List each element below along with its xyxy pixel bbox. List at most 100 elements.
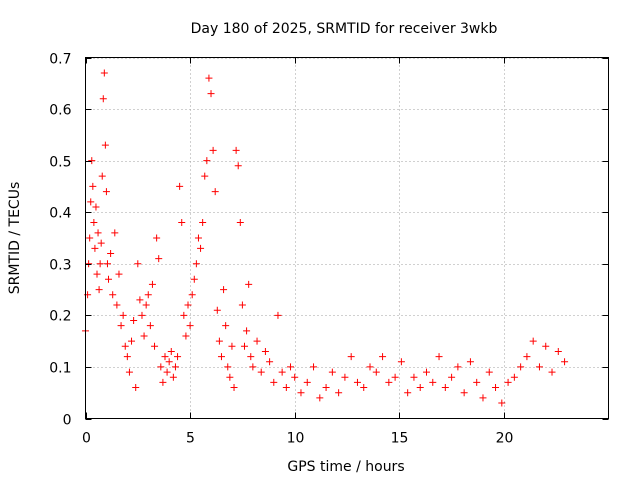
data-point: [554, 347, 562, 355]
data-point: [169, 373, 177, 381]
data-point: [230, 384, 238, 392]
data-point: [94, 229, 102, 237]
y-tick-label: 0.3: [49, 258, 71, 274]
data-point: [226, 373, 234, 381]
data-point: [291, 373, 299, 381]
data-point: [316, 394, 324, 402]
data-point: [454, 363, 462, 371]
data-point: [107, 249, 115, 257]
data-point: [97, 239, 105, 247]
data-point: [448, 373, 456, 381]
data-point: [167, 347, 175, 355]
grid-lines: [85, 57, 609, 419]
data-point: [236, 219, 244, 227]
chart-title: Day 180 of 2025, SRMTID for receiver 3wk…: [191, 21, 498, 37]
data-point: [95, 286, 103, 294]
data-point: [247, 353, 255, 361]
data-point: [215, 337, 223, 345]
data-point: [93, 270, 101, 278]
data-point: [190, 275, 198, 283]
data-point: [245, 280, 253, 288]
data-point: [529, 337, 537, 345]
data-point: [144, 291, 152, 299]
data-point: [379, 353, 387, 361]
data-point: [157, 363, 165, 371]
data-point: [391, 373, 399, 381]
data-point: [176, 182, 184, 190]
data-point: [119, 311, 127, 319]
data-point: [257, 368, 265, 376]
x-tick-label: 10: [287, 431, 305, 447]
data-point: [347, 353, 355, 361]
data-point: [274, 311, 282, 319]
x-axis-label: GPS time / hours: [287, 459, 404, 475]
data-point: [360, 384, 368, 392]
data-point: [203, 157, 211, 165]
data-point: [138, 311, 146, 319]
data-point: [117, 322, 125, 330]
data-point: [523, 353, 531, 361]
y-tick-label: 0: [63, 413, 72, 429]
data-point: [134, 260, 142, 268]
data-point: [422, 368, 430, 376]
data-point: [161, 353, 169, 361]
data-point: [435, 353, 443, 361]
data-point: [186, 322, 194, 330]
data-point: [178, 219, 186, 227]
data-point: [542, 342, 550, 350]
data-point: [353, 378, 361, 386]
data-point: [111, 229, 119, 237]
data-point: [123, 353, 131, 361]
data-point: [261, 347, 269, 355]
data-point: [109, 291, 117, 299]
data-point: [125, 368, 133, 376]
data-point: [517, 363, 525, 371]
data-point: [194, 234, 202, 242]
data-point: [105, 275, 113, 283]
data-point: [100, 69, 108, 77]
data-point: [159, 378, 167, 386]
data-point: [397, 358, 405, 366]
data-point: [238, 301, 246, 309]
data-point: [416, 384, 424, 392]
data-point: [310, 363, 318, 371]
data-point: [151, 342, 159, 350]
data-point: [205, 74, 213, 82]
data-point: [91, 244, 99, 252]
data-point: [548, 368, 556, 376]
data-point: [335, 389, 343, 397]
data-point: [222, 322, 230, 330]
data-point: [561, 358, 569, 366]
data-point: [341, 373, 349, 381]
data-point: [96, 260, 104, 268]
data-point: [99, 95, 107, 103]
data-point: [253, 337, 261, 345]
data-point: [148, 280, 156, 288]
data-point: [498, 399, 506, 407]
data-point: [266, 358, 274, 366]
data-point: [201, 172, 209, 180]
data-point: [372, 368, 380, 376]
data-points: [82, 69, 569, 407]
data-point: [287, 363, 295, 371]
y-tick-label: 0.6: [49, 103, 71, 119]
data-point: [535, 363, 543, 371]
data-point: [121, 342, 129, 350]
data-point: [232, 146, 240, 154]
data-point: [197, 244, 205, 252]
data-point: [192, 260, 200, 268]
y-axis-label: SRMTID / TECUs: [7, 182, 23, 295]
data-point: [85, 260, 93, 268]
data-point: [98, 172, 106, 180]
data-point: [510, 373, 518, 381]
data-point: [473, 378, 481, 386]
data-point: [113, 301, 121, 309]
data-point: [224, 363, 232, 371]
data-point: [228, 342, 236, 350]
data-point: [132, 384, 140, 392]
data-point: [485, 368, 493, 376]
data-point: [220, 286, 228, 294]
data-point: [174, 353, 182, 361]
data-point: [211, 188, 219, 196]
data-point: [217, 353, 225, 361]
